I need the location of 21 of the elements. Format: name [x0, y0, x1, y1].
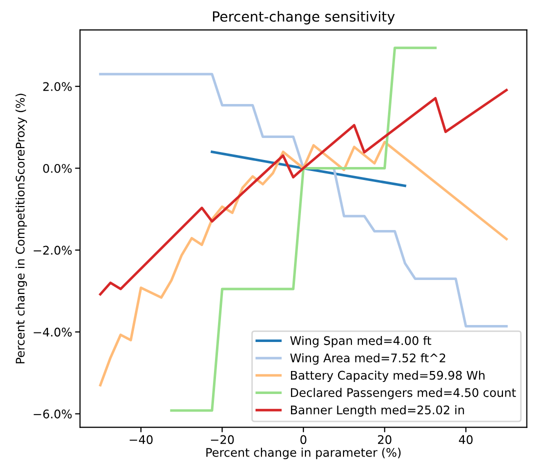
line-series — [99, 88, 508, 296]
x-tick-label: 20 — [378, 435, 392, 444]
legend-label: Banner Length med=25.02 in — [290, 405, 464, 417]
y-tick-label: −6.0% — [34, 410, 72, 418]
x-tick-label: 0 — [300, 435, 306, 444]
y-tick-label: −2.0% — [34, 246, 72, 255]
x-tick-label: −40 — [130, 435, 153, 444]
legend-label: Battery Capacity med=59.98 Wh — [290, 370, 484, 382]
y-axis-title: Percent change in CompetitionScoreProxy (%) — [16, 94, 27, 364]
legend-label: Wing Span med=4.00 ft — [290, 336, 432, 348]
y-tick-label: −4.0% — [34, 328, 72, 337]
x-tick-label: 40 — [458, 435, 473, 444]
legend-label: Wing Area med=7.52 ft^2 — [290, 353, 446, 365]
line-series — [99, 140, 508, 386]
line-series — [99, 72, 508, 328]
legend-label: Declared Passengers med=4.50 count — [290, 388, 516, 400]
x-axis-title: Percent change in parameter (%) — [206, 448, 401, 460]
chart-title: Percent-change sensitivity — [213, 11, 395, 24]
x-tick-label: −20 — [210, 435, 234, 444]
y-tick-label: 2.0% — [43, 82, 72, 92]
y-tick-label: 0.0% — [43, 164, 72, 173]
